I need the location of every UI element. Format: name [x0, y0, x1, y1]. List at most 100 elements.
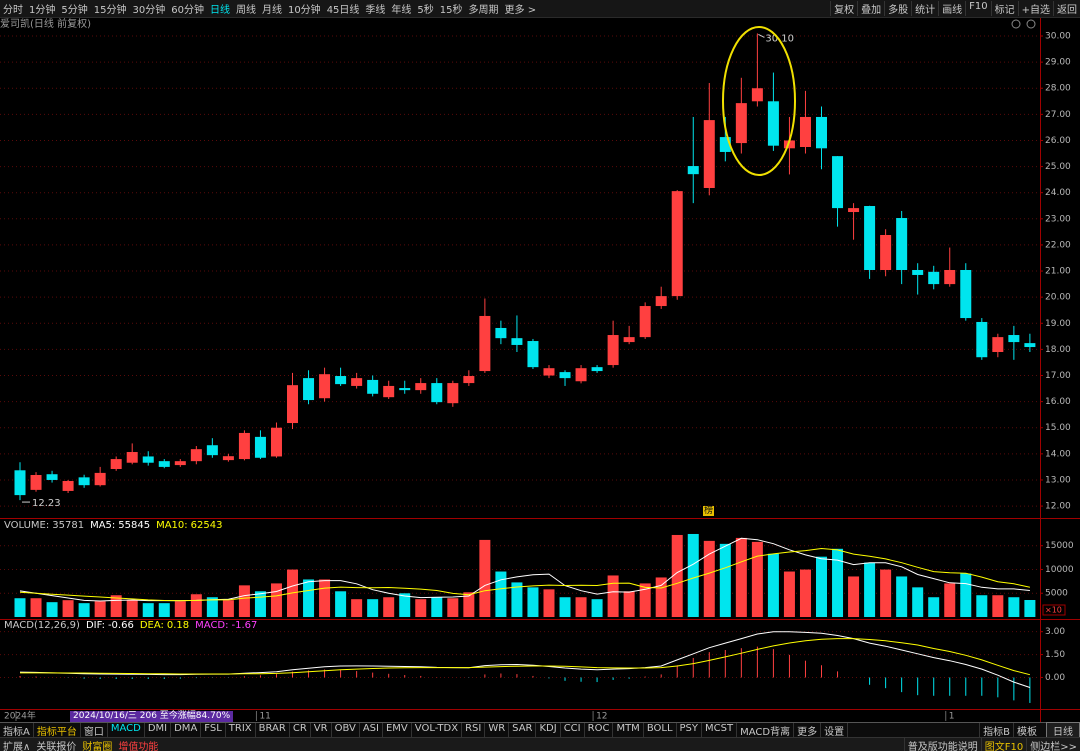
indicator-tab[interactable]: WR [485, 722, 510, 738]
indicator-tab[interactable]: 指标A [0, 722, 34, 738]
candle-body [254, 436, 266, 458]
indicator-tab[interactable]: DMA [171, 722, 202, 738]
candle-body [142, 456, 154, 463]
indicator-tab[interactable]: 指标平台 [34, 722, 81, 738]
indicator-tab[interactable]: BRAR [256, 722, 290, 738]
panel-title: MACD(12,26,9) [4, 620, 80, 631]
indicator-tab[interactable]: ROC [585, 722, 614, 738]
tool-button[interactable]: 多股 [884, 1, 911, 16]
tool-button[interactable]: +自选 [1017, 1, 1053, 16]
period-tab[interactable]: 日线 [209, 5, 230, 16]
candle-body [527, 341, 539, 368]
indicator-tab[interactable]: ASI [360, 722, 383, 738]
period-tab[interactable]: 15秒 [439, 5, 463, 16]
tool-button[interactable]: 画线 [938, 1, 965, 16]
candle-body [367, 379, 379, 394]
indicator-tab[interactable]: VR [311, 722, 332, 738]
footer-link[interactable]: 增值功能 [118, 741, 159, 751]
indicator-tab[interactable]: VOL-TDX [412, 722, 463, 738]
period-tab[interactable]: 1分钟 [29, 5, 56, 16]
footer-link[interactable]: 扩展∧ [3, 741, 31, 751]
volume-bar [351, 599, 363, 617]
indicator-tab[interactable]: MACD背离 [737, 722, 795, 738]
candle-body [944, 269, 956, 285]
indicator-tab[interactable]: 设置 [821, 722, 849, 738]
tool-button[interactable]: 复权 [830, 1, 857, 16]
legend-value: 0.18 [167, 620, 189, 631]
y-tick-label: 5000 [1045, 589, 1068, 599]
volume-bar [976, 595, 988, 617]
volume-bar [543, 589, 555, 617]
footer-link[interactable]: 侧边栏>> [1026, 737, 1080, 751]
footer-link[interactable]: 普及版功能说明 [903, 737, 981, 751]
tool-button[interactable]: F10 [965, 1, 990, 16]
volume-bar [896, 576, 908, 617]
volume-bar [880, 569, 892, 617]
settings-icon[interactable] [1011, 19, 1021, 29]
indicator-tab[interactable]: CCI [561, 722, 585, 738]
volume-bar [415, 599, 427, 617]
candle-body [511, 338, 523, 345]
candle-body [319, 374, 331, 399]
period-tab[interactable]: 分时 [3, 5, 23, 16]
period-tab[interactable]: 15分钟 [93, 5, 127, 16]
y-tick-label: 1.50 [1045, 650, 1065, 660]
indicator-tab[interactable]: 指标B [979, 722, 1013, 738]
period-tab[interactable]: 60分钟 [171, 5, 204, 16]
footer-link[interactable]: 关联报价 [36, 741, 77, 751]
period-tab[interactable]: 5秒 [417, 5, 434, 16]
period-tab[interactable]: 周线 [235, 5, 256, 16]
footer-link[interactable]: 图文F10 [980, 737, 1026, 751]
indicator-tab[interactable]: MACD [108, 722, 145, 738]
volume-bar [639, 583, 651, 617]
indicator-tab[interactable]: PSY [677, 722, 703, 738]
indicator-tab[interactable]: 窗口 [81, 722, 108, 738]
indicator-tab[interactable]: RSI [462, 722, 486, 738]
candle-body [607, 335, 619, 366]
y-tick-label: 12.00 [1045, 502, 1071, 512]
indicator-tab[interactable]: KDJ [536, 722, 561, 738]
candle-body [78, 477, 90, 486]
candle-body [783, 140, 795, 149]
indicator-tab[interactable]: MCST [702, 722, 738, 738]
indicator-tab[interactable]: DMI [145, 722, 172, 738]
candle-body [896, 218, 908, 270]
indicator-tab[interactable]: 模板 [1013, 722, 1040, 738]
indicator-tab[interactable]: OBV [332, 722, 360, 738]
indicator-tab[interactable]: MTM [613, 722, 644, 738]
y-tick-label: 21.00 [1045, 267, 1071, 277]
candle-body [976, 321, 988, 358]
volume-bar [142, 603, 154, 617]
legend-name: MA10: [156, 520, 188, 531]
volume-bar [14, 598, 26, 617]
y-tick-label: 15.00 [1045, 423, 1071, 433]
indicator-tab[interactable]: SAR [509, 722, 537, 738]
indicator-tab[interactable]: CR [290, 722, 311, 738]
indicator-tab[interactable]: FSL [201, 722, 226, 738]
period-tab[interactable]: 年线 [391, 5, 412, 16]
close-icon[interactable] [1026, 19, 1036, 29]
tool-button[interactable]: 标记 [990, 1, 1018, 16]
tool-button[interactable]: 叠加 [857, 1, 884, 16]
indicator-tab[interactable]: EMV [383, 722, 412, 738]
footer-link[interactable]: 财富圈 [82, 741, 113, 751]
candle-body [415, 383, 427, 391]
period-tab[interactable]: 10分钟 [287, 5, 321, 16]
tool-button[interactable]: 返回 [1053, 1, 1080, 16]
period-tab[interactable]: 更多 > [504, 5, 537, 16]
period-tab[interactable]: 45日线 [326, 5, 360, 16]
indicator-tab[interactable]: TRIX [226, 722, 256, 738]
tool-button[interactable]: 统计 [911, 1, 938, 16]
period-tab[interactable]: 季线 [365, 5, 386, 16]
period-tab[interactable]: 多周期 [468, 5, 499, 16]
period-tab[interactable]: 30分钟 [132, 5, 166, 16]
period-button[interactable]: 日线 [1046, 721, 1080, 739]
period-tab[interactable]: 月线 [261, 5, 282, 16]
series-line [20, 638, 1031, 676]
legend-name: MA5: [90, 520, 115, 531]
y-tick-label: 23.00 [1045, 214, 1071, 224]
indicator-tab[interactable]: 更多 [794, 722, 822, 738]
indicator-tab[interactable]: BOLL [644, 722, 677, 738]
period-tab[interactable]: 5分钟 [61, 5, 88, 16]
volume-bar [206, 597, 218, 617]
